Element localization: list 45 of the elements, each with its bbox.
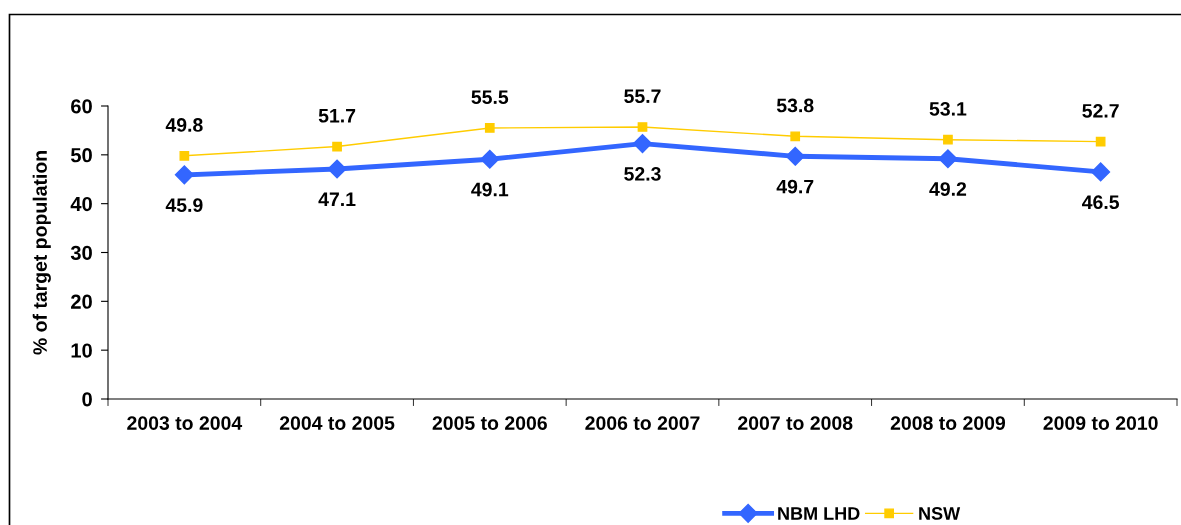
data-label: 45.9 (165, 198, 203, 213)
y-tick-label: 20 (71, 294, 92, 309)
legend-label: NBM LHD (778, 507, 860, 520)
point (332, 141, 342, 152)
data-label: 49.2 (929, 182, 967, 196)
data-label: 55.5 (471, 90, 509, 105)
x-tick-label: 2005 to 2006 (432, 416, 547, 430)
x-tick-label: 2007 to 2008 (738, 416, 853, 430)
legend-label: NSW (919, 507, 961, 520)
y-tick-label: 40 (70, 196, 92, 212)
data-label: 47.1 (318, 192, 356, 206)
data-label: 49.8 (165, 118, 203, 132)
data-label: 52.3 (624, 167, 661, 181)
point (938, 149, 958, 169)
data-label: 53.8 (776, 98, 814, 113)
point (943, 134, 953, 145)
data-label: 52.7 (1082, 103, 1119, 118)
y-tick-label: 30 (70, 245, 92, 261)
y-tick-label: 60 (71, 99, 92, 114)
y-tick-label: 10 (71, 343, 92, 358)
point (174, 165, 194, 185)
data-label: 46.5 (1082, 195, 1120, 210)
y-tick-label: 0 (82, 392, 92, 407)
x-tick-label: 2003 to 2004 (127, 416, 243, 430)
point (179, 150, 190, 161)
y-tick-label: 50 (70, 148, 92, 163)
point (1091, 162, 1111, 182)
y-axis-title: % of target population (32, 151, 51, 355)
x-tick-label: 2009 to 2010 (1043, 416, 1158, 430)
x-tick-label: 2008 to 2009 (890, 416, 1006, 430)
data-label: 55.7 (624, 89, 661, 104)
point (1095, 136, 1106, 147)
point (484, 123, 495, 133)
data-label: 49.7 (776, 179, 814, 194)
x-tick-label: 2006 to 2007 (585, 416, 700, 430)
x-tick-label: 2004 to 2005 (279, 416, 395, 430)
point (790, 131, 801, 142)
point (632, 134, 653, 154)
point (327, 159, 347, 179)
point (480, 149, 500, 169)
point (637, 122, 648, 132)
data-label: 49.1 (471, 182, 509, 197)
point (785, 146, 805, 166)
data-label: 51.7 (318, 109, 356, 123)
data-label: 53.1 (929, 101, 967, 116)
